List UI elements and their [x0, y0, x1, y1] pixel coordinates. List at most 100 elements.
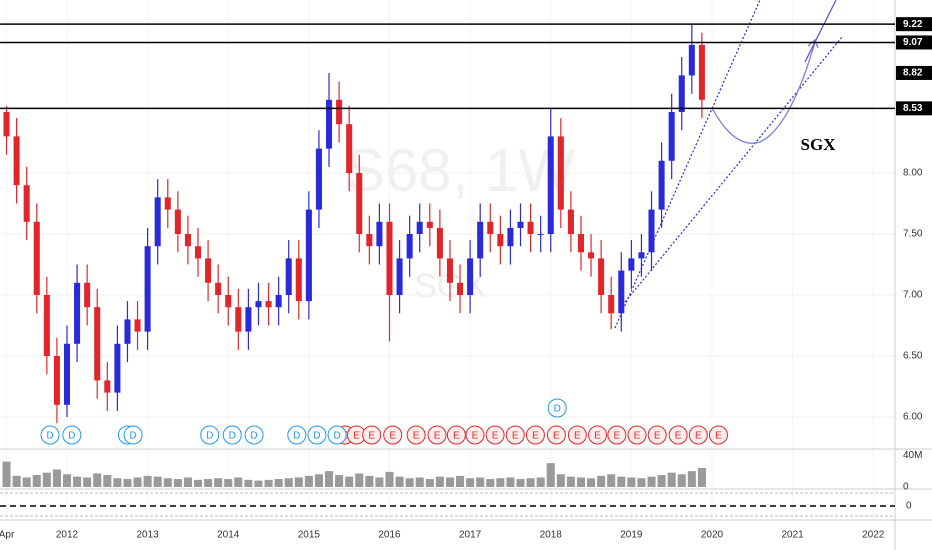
volume-bar [314, 474, 323, 487]
volume-bar [597, 475, 606, 487]
level-tag [896, 35, 932, 50]
candle-body [688, 44, 695, 76]
volume-bar [365, 475, 374, 487]
volume-bar [123, 479, 132, 487]
event-marker [446, 425, 466, 445]
volume-bar [214, 478, 223, 487]
candle-body [628, 258, 635, 271]
annotation: SGX [801, 135, 837, 154]
volume-bar [143, 475, 152, 487]
event-marker [668, 425, 688, 445]
x-tick-label: 2013 [136, 530, 159, 541]
volume-bar [204, 479, 213, 487]
volume-bar [486, 479, 495, 487]
volume-bar [587, 478, 596, 487]
event-marker [647, 425, 667, 445]
volume-bar [294, 477, 303, 487]
x-tick-label: 2021 [781, 530, 804, 541]
candle-body [537, 234, 544, 236]
event-label: E [553, 431, 560, 442]
event-marker [688, 425, 708, 445]
x-tick-label: 2015 [298, 530, 321, 541]
event-label: E [614, 431, 621, 442]
volume-bar [435, 476, 444, 487]
candle-body [134, 319, 141, 332]
candle-body [638, 252, 645, 259]
volume-bar [415, 477, 424, 487]
event-label: E [472, 431, 479, 442]
indicator-tick-label: 0 [906, 501, 912, 512]
event-marker [123, 425, 143, 445]
candle-body [436, 227, 443, 259]
candle-body [144, 246, 151, 332]
x-tick-label: 2016 [378, 530, 401, 541]
candle-body [577, 234, 584, 253]
event-marker [40, 425, 60, 445]
candle-body [326, 99, 333, 149]
candle-body [346, 124, 353, 174]
volume-bar [395, 476, 404, 487]
volume-bar [536, 477, 545, 487]
candle-body [315, 148, 322, 210]
candle-body [406, 234, 413, 259]
candle-body [386, 221, 393, 296]
volume-bar [566, 476, 575, 487]
volume-bar [516, 479, 525, 487]
volume-bar [546, 463, 555, 487]
volume-bar [697, 467, 706, 487]
candle-body [114, 343, 121, 393]
event-label: E [368, 431, 375, 442]
event-label: E [715, 431, 722, 442]
event-marker [244, 425, 264, 445]
candle-body [396, 258, 403, 296]
x-tick-label: 2019 [620, 530, 643, 541]
event-label: D [229, 431, 236, 442]
candle-body [336, 99, 343, 125]
event-marker [525, 425, 545, 445]
volume-bar [304, 475, 313, 487]
event-marker [200, 425, 220, 445]
candle-body [487, 221, 494, 235]
volume-bar [617, 476, 626, 487]
candle-body [194, 246, 202, 259]
volume-bar [466, 478, 475, 487]
projection-curve [711, 41, 816, 144]
volume-bar [93, 473, 102, 487]
candle-body [507, 227, 514, 247]
event-marker [362, 425, 382, 445]
volume-bar [677, 474, 686, 487]
candle-body [43, 295, 50, 357]
candle-body [557, 136, 564, 210]
volume-bar [284, 478, 293, 487]
volume-bar [32, 475, 41, 487]
event-label: E [532, 431, 539, 442]
volume-bar [254, 480, 263, 487]
candle-body [698, 44, 705, 100]
volume-bar [355, 473, 364, 487]
x-tick-label: 2018 [540, 530, 563, 541]
event-label: E [634, 431, 641, 442]
volume-bar [526, 478, 535, 487]
volume-bar [657, 475, 666, 487]
volume-bar [456, 475, 465, 487]
event-label: D [293, 431, 300, 442]
level-tag [896, 17, 932, 32]
event-label: D [68, 431, 75, 442]
event-label: E [413, 431, 420, 442]
event-marker [222, 425, 242, 445]
volume-bar [506, 477, 515, 487]
candle-body [588, 252, 595, 259]
candle-body [235, 307, 242, 332]
candle-body [567, 209, 574, 235]
event-marker [62, 425, 82, 445]
volume-bar [103, 475, 112, 487]
candle-body [53, 356, 60, 405]
volume-bar [83, 477, 92, 487]
candle-body [13, 136, 20, 186]
trendline [624, 36, 843, 303]
event-label: E [675, 431, 682, 442]
candle-body [295, 258, 302, 302]
candle-body [305, 209, 312, 302]
